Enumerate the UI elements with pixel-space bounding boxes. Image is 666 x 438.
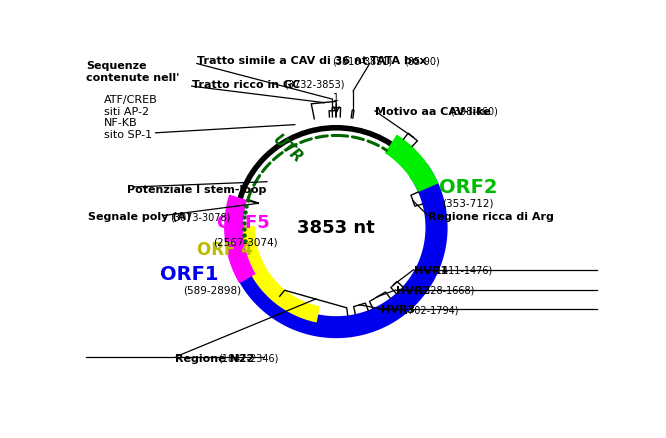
- Text: (1411-1476): (1411-1476): [432, 265, 492, 275]
- Text: (85-90): (85-90): [404, 56, 440, 66]
- Text: Potenziale I stem-loop: Potenziale I stem-loop: [127, 184, 266, 194]
- Text: TATA box: TATA box: [370, 56, 426, 66]
- Text: ORF5: ORF5: [216, 214, 270, 232]
- Text: (1528-1668): (1528-1668): [414, 285, 474, 295]
- Text: HVR2: HVR2: [396, 285, 430, 295]
- Text: ORF1: ORF1: [160, 264, 218, 283]
- Text: ORF 4: ORF 4: [197, 241, 253, 259]
- Text: 1: 1: [332, 93, 338, 103]
- Text: (2567-3074): (2567-3074): [214, 237, 278, 247]
- Polygon shape: [238, 226, 320, 323]
- Polygon shape: [385, 135, 438, 193]
- Text: Regione ricca di Arg: Regione ricca di Arg: [428, 211, 554, 221]
- Text: Sequenze
contenute nell': Sequenze contenute nell': [86, 61, 179, 82]
- Text: Segnale poly (A): Segnale poly (A): [89, 212, 192, 222]
- Text: Tratto ricco in GC: Tratto ricco in GC: [192, 80, 300, 89]
- Text: (1702-1794): (1702-1794): [399, 304, 459, 314]
- Text: (3073-3078): (3073-3078): [170, 212, 230, 222]
- Polygon shape: [224, 195, 256, 284]
- Text: HVR1: HVR1: [414, 265, 448, 275]
- Text: Tratto simile a CAV di 36 nt: Tratto simile a CAV di 36 nt: [197, 56, 367, 66]
- Text: (398-460): (398-460): [450, 106, 498, 117]
- Text: 3853 nt: 3853 nt: [297, 219, 375, 237]
- Text: (589-2898): (589-2898): [183, 285, 241, 295]
- Text: Regione N22: Regione N22: [175, 353, 254, 363]
- Text: (3816-3851): (3816-3851): [332, 56, 392, 66]
- Text: (1847-2346): (1847-2346): [218, 353, 279, 363]
- Text: (3732-3853): (3732-3853): [284, 80, 345, 89]
- Text: ATF/CREB
siti AP-2
NF-KB
sito SP-1: ATF/CREB siti AP-2 NF-KB sito SP-1: [104, 95, 158, 139]
- Text: ORF2: ORF2: [438, 178, 497, 197]
- Text: (353-712): (353-712): [442, 198, 494, 208]
- Text: UTR: UTR: [270, 132, 306, 166]
- Polygon shape: [224, 165, 448, 339]
- Text: Motivo aa CAV-like: Motivo aa CAV-like: [375, 106, 491, 117]
- Text: HVR3: HVR3: [380, 304, 414, 314]
